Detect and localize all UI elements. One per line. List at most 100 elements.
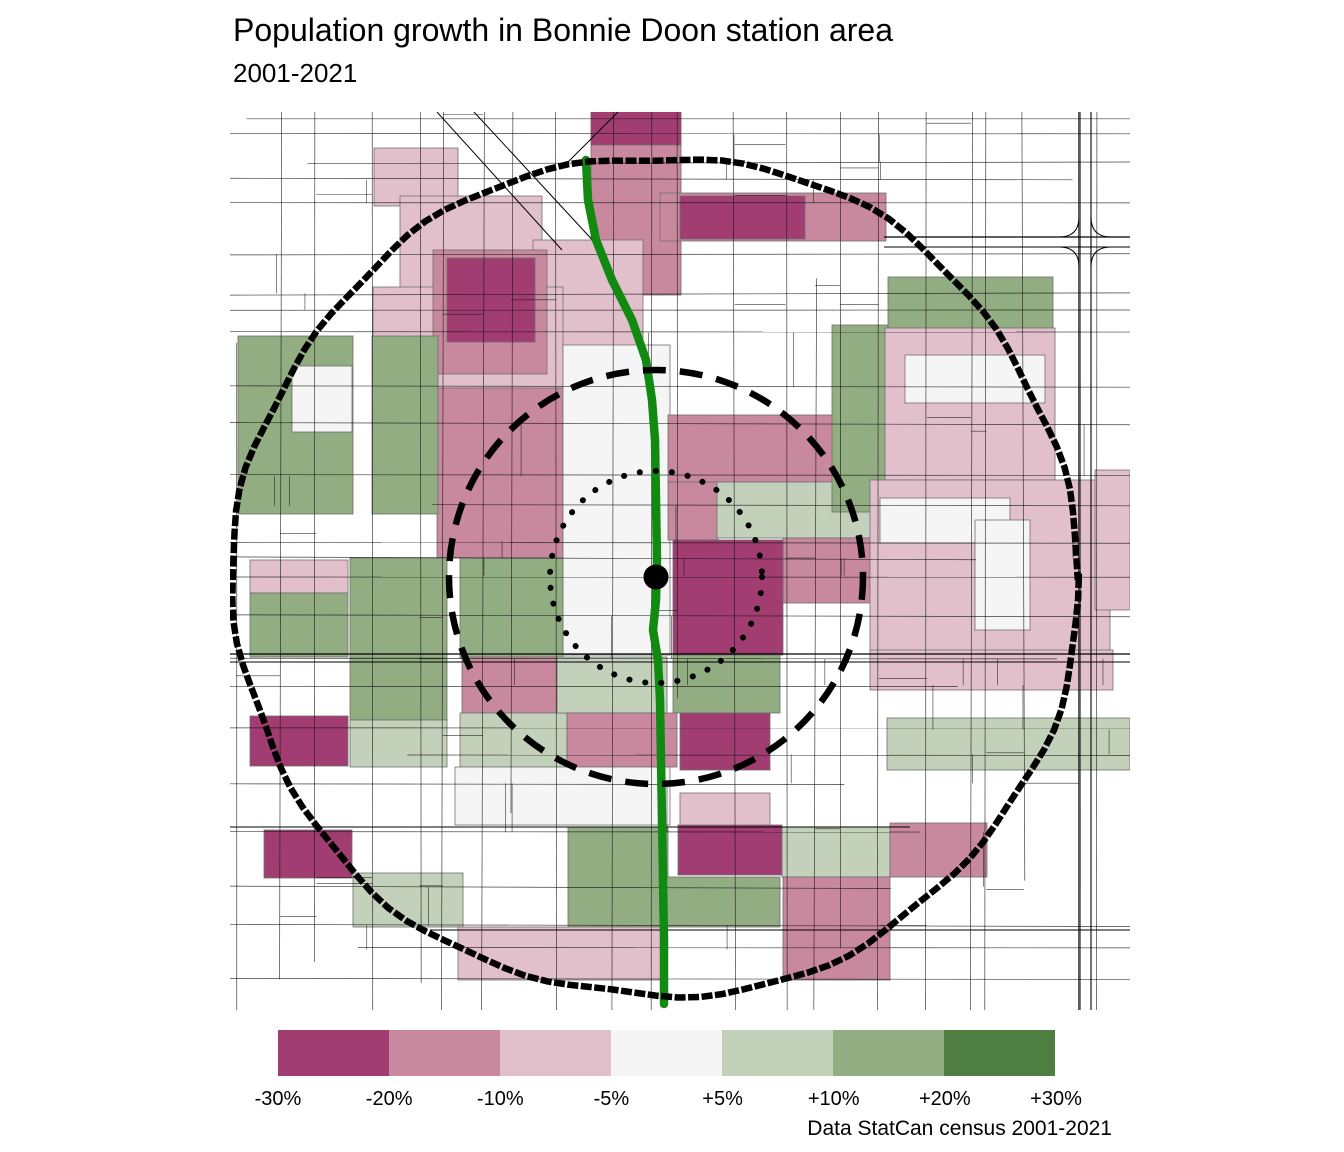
street xyxy=(230,885,892,889)
legend-break-label: -20% xyxy=(365,1088,413,1110)
street xyxy=(877,112,879,1010)
street xyxy=(230,783,845,785)
census-region xyxy=(371,335,439,515)
street xyxy=(230,924,1130,927)
legend-break-label: -10% xyxy=(476,1088,524,1110)
legend-break-label: -5% xyxy=(593,1088,630,1110)
street xyxy=(441,112,445,1010)
page-title: Population growth in Bonnie Doon station… xyxy=(233,12,893,48)
interchange-ramp xyxy=(1058,216,1080,238)
street xyxy=(230,474,1130,476)
street xyxy=(230,253,1130,256)
legend-color-ramp xyxy=(278,1030,1055,1076)
street xyxy=(230,657,1058,660)
street xyxy=(230,422,1130,426)
legend-swatch xyxy=(389,1030,500,1076)
census-region xyxy=(349,719,448,768)
census-region xyxy=(349,557,448,659)
census-region xyxy=(679,195,806,240)
street xyxy=(419,112,422,983)
middle-walkshed-ring xyxy=(445,366,867,788)
street xyxy=(432,504,1130,507)
street xyxy=(555,112,557,1010)
census-region xyxy=(904,354,1046,404)
legend-break-label: +10% xyxy=(807,1088,860,1110)
census-region xyxy=(249,715,349,767)
census-region xyxy=(672,539,784,656)
census-region xyxy=(974,519,1031,631)
street xyxy=(371,112,374,1010)
major-road xyxy=(561,112,619,169)
census-region xyxy=(590,112,682,146)
street xyxy=(611,112,615,1010)
census-region xyxy=(436,387,564,559)
legend-break-label: +20% xyxy=(918,1088,971,1110)
station-dot xyxy=(643,564,669,590)
legend-swatch xyxy=(500,1030,611,1076)
census-region xyxy=(556,656,668,714)
street xyxy=(279,112,282,980)
census-region xyxy=(672,654,781,714)
census-region xyxy=(869,649,1114,691)
inner-walkshed-ring xyxy=(547,468,765,686)
major-road xyxy=(436,112,563,251)
street xyxy=(925,112,927,1010)
legend-swatch xyxy=(278,1030,389,1076)
census-region xyxy=(457,926,664,981)
census-region xyxy=(249,559,349,594)
legend-break-label: +5% xyxy=(702,1088,743,1110)
census-region xyxy=(459,712,568,768)
census-region xyxy=(349,657,448,721)
interchange-ramp xyxy=(1090,216,1112,238)
census-region xyxy=(781,826,891,878)
census-region xyxy=(263,829,353,879)
street xyxy=(481,112,485,1010)
legend-swatch xyxy=(944,1030,1055,1076)
interchange-ramp xyxy=(1090,246,1112,268)
interchange-ramp xyxy=(1058,246,1080,268)
street xyxy=(230,556,977,561)
legend-break-label: +30% xyxy=(1030,1088,1082,1110)
census-region xyxy=(1094,469,1130,611)
street xyxy=(307,161,1130,165)
census-region xyxy=(291,365,353,433)
legend-swatch xyxy=(722,1030,833,1076)
station-marker xyxy=(643,564,669,590)
census-region xyxy=(667,481,719,541)
legend-break-label: -30% xyxy=(254,1088,302,1110)
street-grid xyxy=(230,112,1130,1010)
legend-swatch xyxy=(611,1030,722,1076)
census-region xyxy=(887,276,1054,330)
census-region xyxy=(886,717,1130,771)
choropleth-regions xyxy=(237,112,1130,981)
street xyxy=(230,614,1130,618)
transit-line xyxy=(581,155,669,1009)
street xyxy=(650,112,653,1010)
street xyxy=(970,112,973,1010)
census-region xyxy=(884,327,1056,481)
outer-walkshed-ring xyxy=(230,156,1083,1001)
data-source-caption: Data StatCan census 2001-2021 xyxy=(807,1117,1112,1140)
street xyxy=(984,112,987,1010)
census-region xyxy=(454,766,671,826)
census-region xyxy=(677,824,783,876)
street xyxy=(230,385,1130,388)
census-region xyxy=(679,712,771,771)
legend-swatch xyxy=(833,1030,944,1076)
street xyxy=(230,177,1073,181)
census-region xyxy=(567,826,669,928)
census-region xyxy=(662,876,781,928)
census-region xyxy=(679,792,771,826)
street xyxy=(230,292,1130,296)
legend-break-labels: -30% -20% -10% -5% +5% +10% +20% +30% xyxy=(255,1088,1082,1114)
walkshed-rings xyxy=(230,156,1083,1001)
lrt-line xyxy=(581,155,669,1009)
street xyxy=(230,542,1130,544)
census-region xyxy=(249,592,349,658)
street xyxy=(230,978,1130,980)
page-subtitle: 2001-2021 xyxy=(233,58,358,88)
street xyxy=(510,112,514,814)
street xyxy=(1021,112,1026,881)
